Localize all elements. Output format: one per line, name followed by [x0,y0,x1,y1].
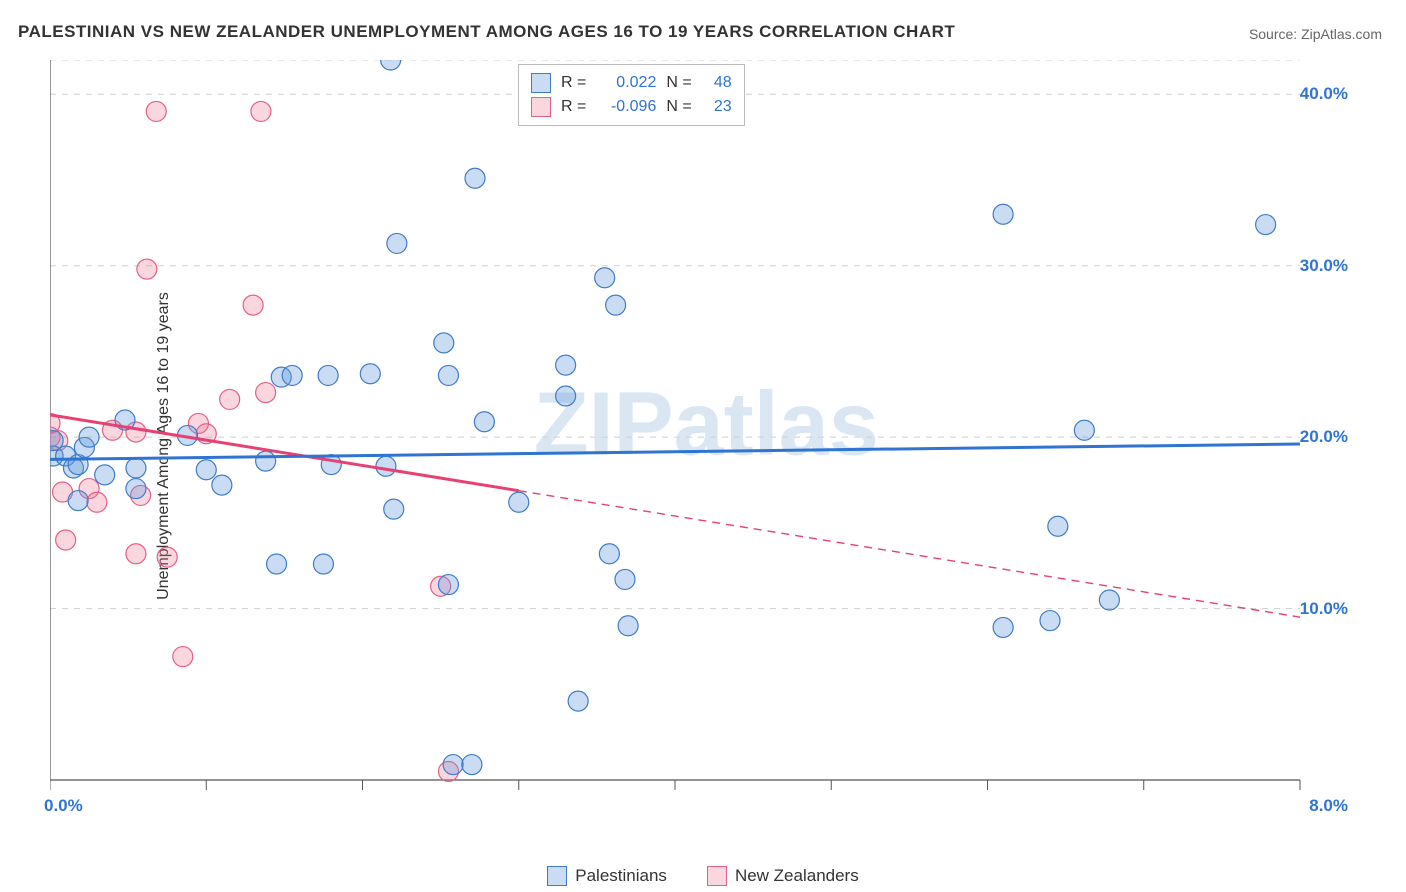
stat-label: R = [561,95,586,119]
source-label: Source: ZipAtlas.com [1249,26,1382,42]
chart-title: PALESTINIAN VS NEW ZEALANDER UNEMPLOYMEN… [18,22,955,42]
stat-value: -0.096 [596,95,656,119]
square-icon [547,866,567,886]
stats-box: R = 0.022 N = 48 R = -0.096 N = 23 [518,64,745,126]
square-icon [531,97,551,117]
stat-value: 48 [702,71,732,95]
legend-label: New Zealanders [735,866,859,886]
plot-area: ZIPatlas [50,60,1350,820]
plot-svg: ZIPatlas [50,60,1350,820]
legend-label: Palestinians [575,866,667,886]
stats-row: R = 0.022 N = 48 [531,71,732,95]
legend-bottom: Palestinians New Zealanders [0,866,1406,886]
chart-container: PALESTINIAN VS NEW ZEALANDER UNEMPLOYMEN… [0,0,1406,892]
axis-tick-label: 20.0% [1300,427,1348,447]
stat-value: 0.022 [596,71,656,95]
axis-tick-label: 10.0% [1300,599,1348,619]
axis-tick-label: 40.0% [1300,84,1348,104]
stat-label: N = [666,71,691,95]
stats-row: R = -0.096 N = 23 [531,95,732,119]
axis-tick-label: 8.0% [1309,796,1348,816]
axis-tick-label: 0.0% [44,796,83,816]
square-icon [531,73,551,93]
stat-label: R = [561,71,586,95]
axis-tick-label: 30.0% [1300,256,1348,276]
legend-item-new-zealanders: New Zealanders [707,866,859,886]
svg-text:ZIPatlas: ZIPatlas [534,374,879,474]
square-icon [707,866,727,886]
stat-value: 23 [702,95,732,119]
legend-item-palestinians: Palestinians [547,866,667,886]
stat-label: N = [666,95,691,119]
